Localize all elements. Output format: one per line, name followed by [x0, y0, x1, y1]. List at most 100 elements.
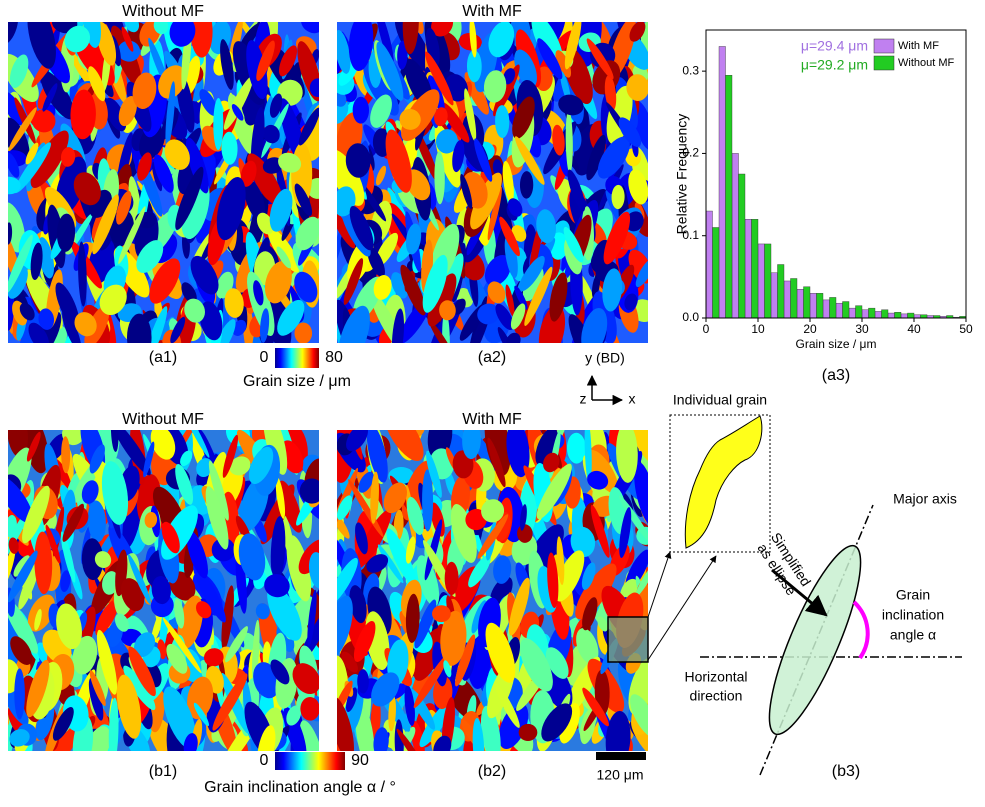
grain [370, 697, 381, 740]
grain [300, 696, 319, 721]
grain [337, 30, 351, 74]
grain [512, 96, 535, 139]
grain [292, 663, 319, 695]
grain [452, 140, 465, 173]
grain [101, 461, 129, 525]
grain [462, 430, 481, 460]
grain [143, 306, 168, 343]
grain [520, 638, 553, 692]
grain [377, 544, 404, 584]
grain [455, 634, 476, 687]
grain [426, 450, 442, 498]
panel-label: (a2) [478, 349, 506, 366]
grain [73, 172, 101, 206]
grain [225, 626, 248, 663]
grain [337, 186, 356, 217]
grain [307, 589, 317, 647]
grain [231, 104, 244, 121]
grain [634, 461, 648, 527]
grain [541, 703, 573, 742]
grain [270, 659, 290, 685]
bar [751, 219, 759, 319]
grain [52, 707, 74, 741]
grain [28, 322, 50, 343]
grain [337, 696, 354, 751]
grain [61, 436, 71, 474]
grain [519, 171, 534, 199]
grain [460, 173, 473, 209]
axis-label: z [580, 391, 587, 407]
panel-label: (a3) [822, 367, 850, 384]
grain [56, 213, 76, 252]
arrow [771, 568, 828, 617]
grain [34, 608, 42, 631]
colorbar-label: Grain inclination angle α / ° [204, 779, 396, 796]
grain [483, 70, 507, 103]
grain [536, 463, 572, 520]
grain [184, 298, 205, 323]
grain [294, 183, 313, 217]
grain [81, 538, 104, 581]
grain [298, 107, 319, 146]
grain [8, 430, 28, 458]
bar [777, 264, 785, 319]
grain [68, 48, 96, 92]
panel-label: (b1) [149, 763, 177, 780]
grain [252, 619, 260, 683]
grain [413, 653, 450, 709]
bar [712, 227, 720, 319]
legend-label: Without MF [898, 57, 955, 69]
annotation: Major axis [893, 491, 957, 507]
grain [611, 184, 625, 210]
x-tick-label: 10 [751, 322, 765, 336]
grain [136, 240, 164, 274]
grain [94, 551, 112, 569]
grain [366, 554, 389, 573]
grain [221, 585, 234, 650]
grain [158, 65, 186, 99]
grain [508, 577, 530, 636]
grain [173, 309, 196, 343]
bar [809, 293, 817, 319]
grain [602, 268, 623, 312]
grain [429, 320, 454, 343]
grain [163, 686, 197, 749]
grain [186, 530, 208, 579]
grain [343, 258, 364, 305]
map [8, 22, 319, 343]
bar [887, 312, 895, 319]
grain [270, 516, 286, 584]
grain [487, 437, 506, 488]
grain [199, 301, 223, 341]
grain [30, 130, 69, 189]
grain [257, 725, 276, 751]
bar [764, 243, 772, 319]
grain [96, 22, 117, 66]
grain [337, 495, 353, 521]
grain [8, 659, 20, 694]
bar [907, 312, 915, 319]
grain [10, 636, 33, 665]
grain [128, 554, 151, 605]
grain [238, 533, 266, 581]
x-tick-label: 30 [855, 322, 869, 336]
scale-label: 120 μm [597, 767, 644, 783]
grain [582, 687, 609, 727]
grain [543, 452, 560, 473]
grain [584, 430, 592, 484]
grain [229, 456, 251, 476]
grain [581, 562, 596, 590]
grain [366, 430, 388, 483]
grain [8, 176, 21, 195]
grain [487, 186, 502, 241]
colorbar-tick: 0 [260, 349, 269, 366]
grain [208, 460, 229, 521]
bar [874, 311, 882, 319]
grain [123, 665, 156, 711]
grain [108, 697, 119, 751]
grain [391, 308, 405, 343]
grain [9, 729, 30, 747]
annotation: Grain [896, 587, 930, 603]
grain [84, 305, 110, 343]
grain [132, 72, 157, 110]
